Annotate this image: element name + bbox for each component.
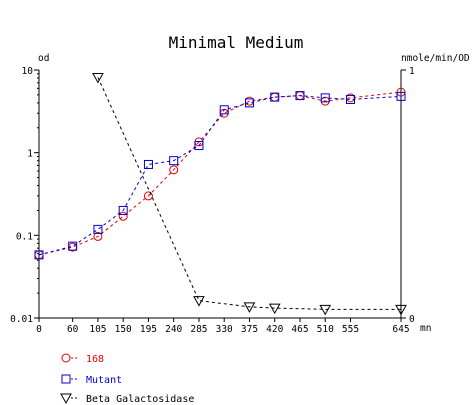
left-tick-label: 0.01 [10, 314, 33, 325]
legend-label: 168 [86, 354, 104, 365]
x-tick-label: 150 [115, 324, 132, 335]
data-point [118, 211, 128, 221]
data-point [396, 91, 406, 101]
legend-item: Mutant [61, 374, 122, 386]
data-point [244, 98, 254, 108]
data-point [169, 165, 179, 175]
x-tick-label: 510 [317, 324, 334, 335]
series-line [38, 91, 402, 256]
data-point [143, 191, 153, 201]
right-tick-label: 1 [409, 66, 415, 77]
data-point [194, 141, 204, 151]
x-axis-label: mn [420, 323, 431, 334]
x-tick-label: 645 [392, 324, 409, 335]
data-point [143, 159, 153, 169]
legend: 168 Mutant Beta Galactosidase [60, 353, 194, 405]
series-line [97, 77, 401, 310]
x-tick-label: 375 [241, 324, 258, 335]
x-tick-label: 555 [342, 324, 359, 335]
legend-label: Mutant [86, 375, 122, 386]
left-tick-label: 0.1 [16, 231, 33, 242]
series-2 [92, 72, 407, 316]
data-point [270, 92, 280, 102]
series-line [38, 95, 402, 256]
data-point [219, 105, 229, 115]
right-tick-label: 0 [409, 314, 415, 325]
chart-title: Minimal Medium [169, 33, 304, 52]
legend-marker [60, 393, 72, 405]
left-tick-label: 10 [22, 66, 34, 77]
data-point [92, 72, 104, 84]
data-point [268, 303, 281, 315]
data-point [243, 302, 256, 313]
data-point [320, 93, 330, 103]
plot-area [34, 72, 407, 316]
data-point [395, 304, 407, 316]
x-tick-label: 60 [67, 324, 79, 335]
x-tick-label: 0 [36, 324, 42, 335]
data-point [319, 304, 332, 316]
data-point [295, 91, 305, 101]
data-point [118, 205, 128, 215]
data-point [345, 94, 355, 104]
x-tick-label: 105 [89, 324, 106, 335]
x-tick-label: 330 [216, 324, 233, 335]
x-tick-label: 285 [190, 324, 207, 335]
data-point [93, 231, 103, 241]
x-tick-label: 240 [165, 324, 182, 335]
x-tick-label: 195 [140, 324, 157, 335]
data-point [68, 241, 78, 251]
x-tick-label: 465 [291, 324, 308, 335]
legend-item: Beta Galactosidase [60, 393, 194, 405]
right-axis-label: nmole/min/OD [401, 53, 470, 64]
legend-marker [61, 374, 71, 384]
data-point [34, 250, 44, 260]
data-point [193, 296, 205, 307]
left-axis-label: od [38, 53, 49, 64]
left-tick-label: 1 [27, 149, 33, 160]
x-tick-label: 420 [266, 324, 283, 335]
data-point [169, 156, 179, 166]
legend-marker [61, 353, 71, 363]
series-1 [34, 91, 406, 260]
legend-label: Beta Galactosidase [86, 394, 194, 405]
data-point [93, 224, 103, 234]
legend-item: 168 [61, 353, 104, 365]
